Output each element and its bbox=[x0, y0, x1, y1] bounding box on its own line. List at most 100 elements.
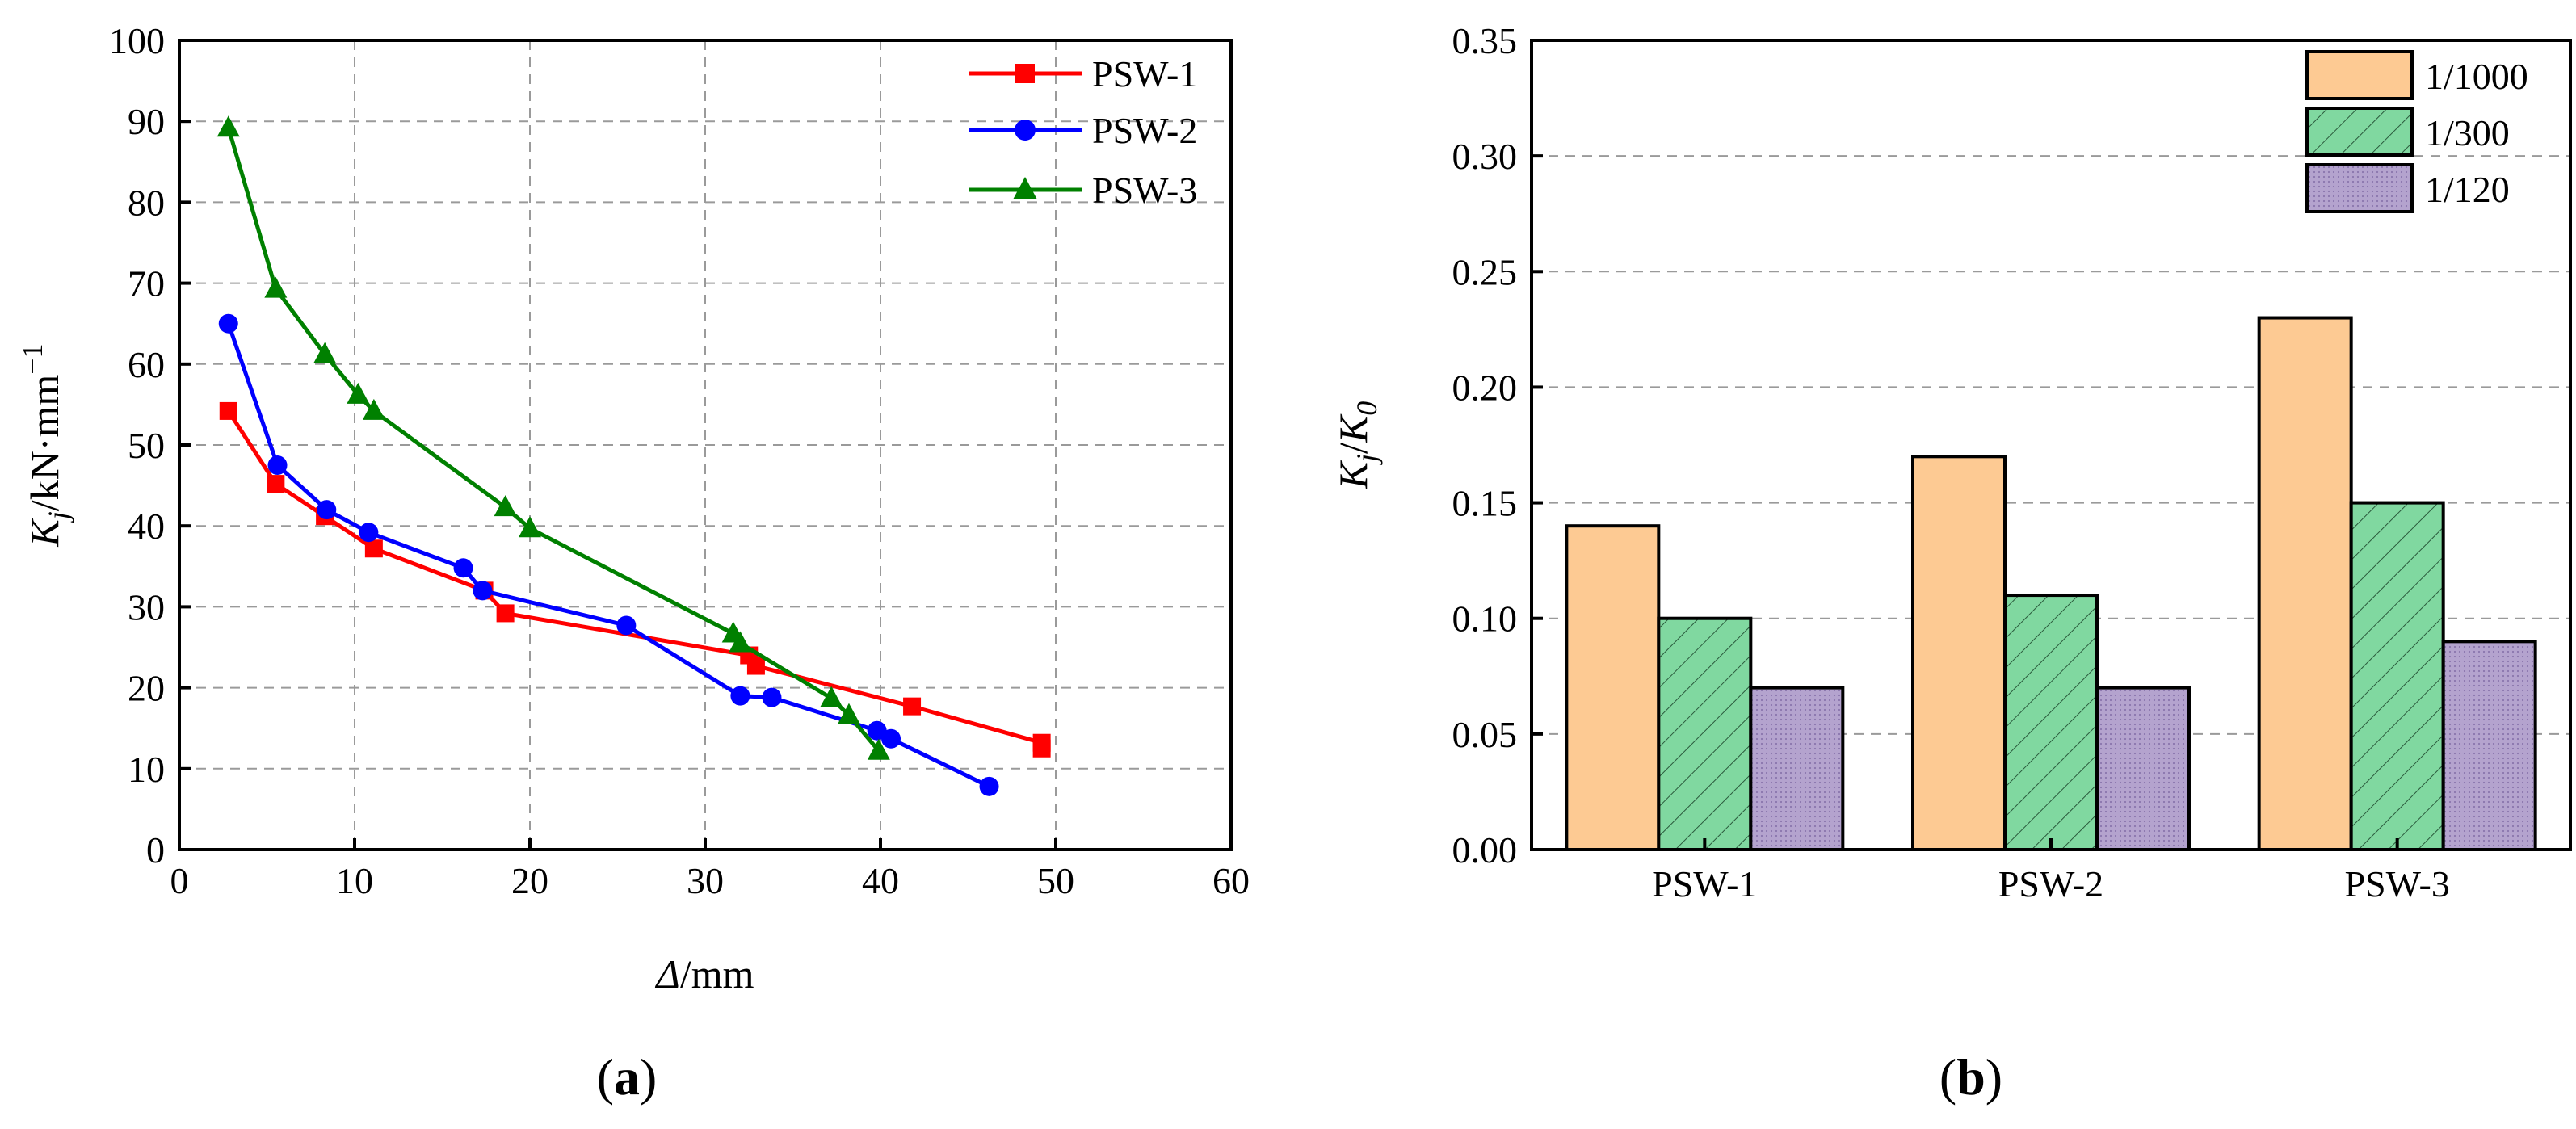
chart-b-legend-item-1-1000: 1/1000 bbox=[2305, 50, 2528, 100]
chart-b-bar-psw-3-1-300 bbox=[2349, 501, 2445, 851]
chart-b-legend-item-1-120: 1/120 bbox=[2305, 163, 2510, 213]
chart-b-ytick-label: 0.05 bbox=[1452, 714, 1518, 755]
chart-a-point-psw-2 bbox=[616, 615, 637, 636]
chart-a-xtick-label: 30 bbox=[687, 860, 724, 901]
chart-b-ytick-label: 0.10 bbox=[1452, 598, 1518, 640]
chart-a-series-psw-1 bbox=[219, 401, 1051, 758]
chart-b-bar-psw-1-1-1000 bbox=[1565, 524, 1661, 851]
chart-a-xtick-label: 0 bbox=[170, 860, 189, 901]
chart-a-point-psw-1 bbox=[267, 475, 285, 493]
chart-a-point-psw-3 bbox=[362, 398, 385, 420]
chart-a-point-psw-2 bbox=[359, 523, 379, 543]
chart-a-point-psw-2 bbox=[762, 687, 782, 707]
chart-b-bar-psw-1-1-120 bbox=[1749, 686, 1845, 851]
chart-a-ytick-label: 100 bbox=[109, 20, 165, 61]
chart-a: 0 10 20 30 40 50 60 0 10 20 30 40 50 60 70 80 90 100 Δ/mm… bbox=[16, 20, 1250, 1106]
chart-a-point-psw-1 bbox=[364, 539, 383, 558]
chart-b-bar-psw-2-1-300 bbox=[2003, 594, 2099, 851]
chart-a-legend-label-psw1: PSW-1 bbox=[1092, 53, 1197, 94]
chart-b-bar-psw-3-1-1000 bbox=[2257, 316, 2353, 851]
chart-a-ytick-label: 80 bbox=[128, 182, 165, 223]
chart-b-legend-label-1-300: 1/300 bbox=[2425, 112, 2510, 153]
chart-a-point-psw-2 bbox=[979, 776, 999, 796]
chart-a-point-psw-1 bbox=[903, 697, 922, 716]
chart-a-point-psw-1 bbox=[746, 657, 765, 675]
chart-a-ytick-label: 20 bbox=[128, 668, 165, 709]
chart-a-ytick-label: 0 bbox=[146, 829, 165, 871]
chart-b-bars bbox=[1565, 316, 2537, 851]
chart-b-bar-psw-2-1-120 bbox=[2095, 686, 2191, 851]
chart-a-ylabel: Kj/kN·mm−1 bbox=[16, 343, 74, 547]
chart-a-point-psw-3 bbox=[820, 686, 843, 707]
chart-a-point-psw-3 bbox=[729, 631, 752, 653]
chart-a-point-psw-1 bbox=[1032, 739, 1051, 758]
chart-a-point-psw-3 bbox=[313, 342, 337, 363]
chart-b-legend-label-1-120: 1/120 bbox=[2425, 169, 2510, 210]
chart-a-ytick-label: 50 bbox=[128, 425, 165, 466]
chart-a-point-psw-3 bbox=[837, 703, 860, 724]
chart-b-legend-label-1-1000: 1/1000 bbox=[2425, 56, 2528, 97]
chart-a-grid bbox=[179, 40, 1231, 850]
chart-b-panel-label: (b) bbox=[1939, 1048, 2002, 1106]
chart-a-point-psw-2 bbox=[267, 455, 288, 476]
chart-b-legend: 1/1000 1/300 1/120 bbox=[2305, 50, 2528, 213]
chart-a-xtick-label: 60 bbox=[1212, 860, 1250, 901]
chart-a-xtick-label: 40 bbox=[862, 860, 899, 901]
chart-a-ytick-label: 30 bbox=[128, 586, 165, 627]
chart-b-ytick-label: 0.00 bbox=[1452, 829, 1518, 871]
chart-a-ytick-label: 70 bbox=[128, 263, 165, 304]
chart-a-point-psw-2 bbox=[317, 500, 337, 520]
chart-b-bar-psw-2-1-1000 bbox=[1911, 455, 2007, 851]
chart-a-ytick-label: 60 bbox=[128, 344, 165, 385]
chart-b-xtick-label: PSW-3 bbox=[2344, 863, 2449, 904]
chart-a-point-psw-3 bbox=[867, 738, 890, 760]
chart-a-point-psw-3 bbox=[216, 115, 240, 137]
chart-a-series-psw-3 bbox=[216, 115, 890, 760]
chart-a-xtick-label: 10 bbox=[336, 860, 373, 901]
chart-b-legend-item-1-300: 1/300 bbox=[2305, 107, 2510, 157]
chart-a-point-psw-3 bbox=[264, 276, 288, 298]
chart-b-ytick-label: 0.20 bbox=[1452, 367, 1518, 408]
chart-a-point-psw-2 bbox=[730, 686, 750, 706]
chart-b-ticks: 0.00 0.05 0.10 0.15 0.20 0.25 0.30 0.35 PSW-1 PSW… bbox=[1452, 20, 2450, 904]
chart-a-point-psw-2 bbox=[218, 313, 238, 334]
chart-a-ytick-label: 90 bbox=[128, 101, 165, 142]
chart-a-point-psw-3 bbox=[494, 495, 517, 517]
chart-a-legend-label-psw2: PSW-2 bbox=[1092, 110, 1197, 151]
chart-a-ticks: 0 10 20 30 40 50 60 0 10 20 30 40 50 60 70 80 90 100 bbox=[109, 20, 1250, 901]
chart-b-ytick-label: 0.35 bbox=[1452, 20, 1518, 61]
chart-a-xlabel: Δ/mm bbox=[654, 951, 754, 997]
chart-b: 0.00 0.05 0.10 0.15 0.20 0.25 0.30 0.35 PSW-1 PSW… bbox=[1330, 20, 2572, 1106]
chart-a-ytick-label: 40 bbox=[128, 506, 165, 547]
chart-a-point-psw-2 bbox=[473, 581, 493, 601]
chart-a-legend: PSW-1 PSW-2 PSW-3 bbox=[969, 53, 1197, 211]
chart-a-legend-label-psw3: PSW-3 bbox=[1092, 170, 1197, 211]
chart-a-ytick-label: 10 bbox=[128, 749, 165, 790]
chart-a-point-psw-3 bbox=[519, 516, 541, 538]
chart-a-xtick-label: 20 bbox=[511, 860, 548, 901]
chart-a-point-psw-1 bbox=[219, 401, 237, 420]
chart-a-point-psw-1 bbox=[496, 604, 515, 623]
chart-b-bar-psw-3-1-120 bbox=[2441, 640, 2537, 851]
chart-a-legend-item-psw1: PSW-1 bbox=[969, 53, 1197, 94]
chart-b-bar-psw-1-1-300 bbox=[1657, 616, 1753, 851]
chart-b-ylabel: Kj/K0 bbox=[1330, 401, 1383, 490]
chart-a-legend-item-psw2: PSW-2 bbox=[969, 110, 1197, 151]
chart-b-xtick-label: PSW-2 bbox=[1998, 863, 2103, 904]
chart-b-ytick-label: 0.30 bbox=[1452, 136, 1518, 177]
chart-b-ytick-label: 0.15 bbox=[1452, 483, 1518, 524]
chart-a-xtick-label: 50 bbox=[1037, 860, 1074, 901]
chart-a-point-psw-2 bbox=[453, 558, 473, 578]
chart-a-point-psw-2 bbox=[881, 728, 901, 749]
chart-b-xtick-label: PSW-1 bbox=[1652, 863, 1757, 904]
chart-a-point-psw-3 bbox=[347, 382, 370, 404]
chart-a-line-psw-3 bbox=[226, 127, 880, 753]
chart-a-panel-label: (a) bbox=[597, 1048, 658, 1106]
chart-b-ytick-label: 0.25 bbox=[1452, 251, 1518, 292]
chart-a-point-psw-2 bbox=[867, 720, 887, 741]
chart-a-series bbox=[216, 115, 1051, 796]
chart-a-legend-item-psw3: PSW-3 bbox=[969, 170, 1197, 211]
chart-a-line-psw-2 bbox=[226, 322, 990, 789]
chart-a-series-psw-2 bbox=[218, 313, 999, 796]
